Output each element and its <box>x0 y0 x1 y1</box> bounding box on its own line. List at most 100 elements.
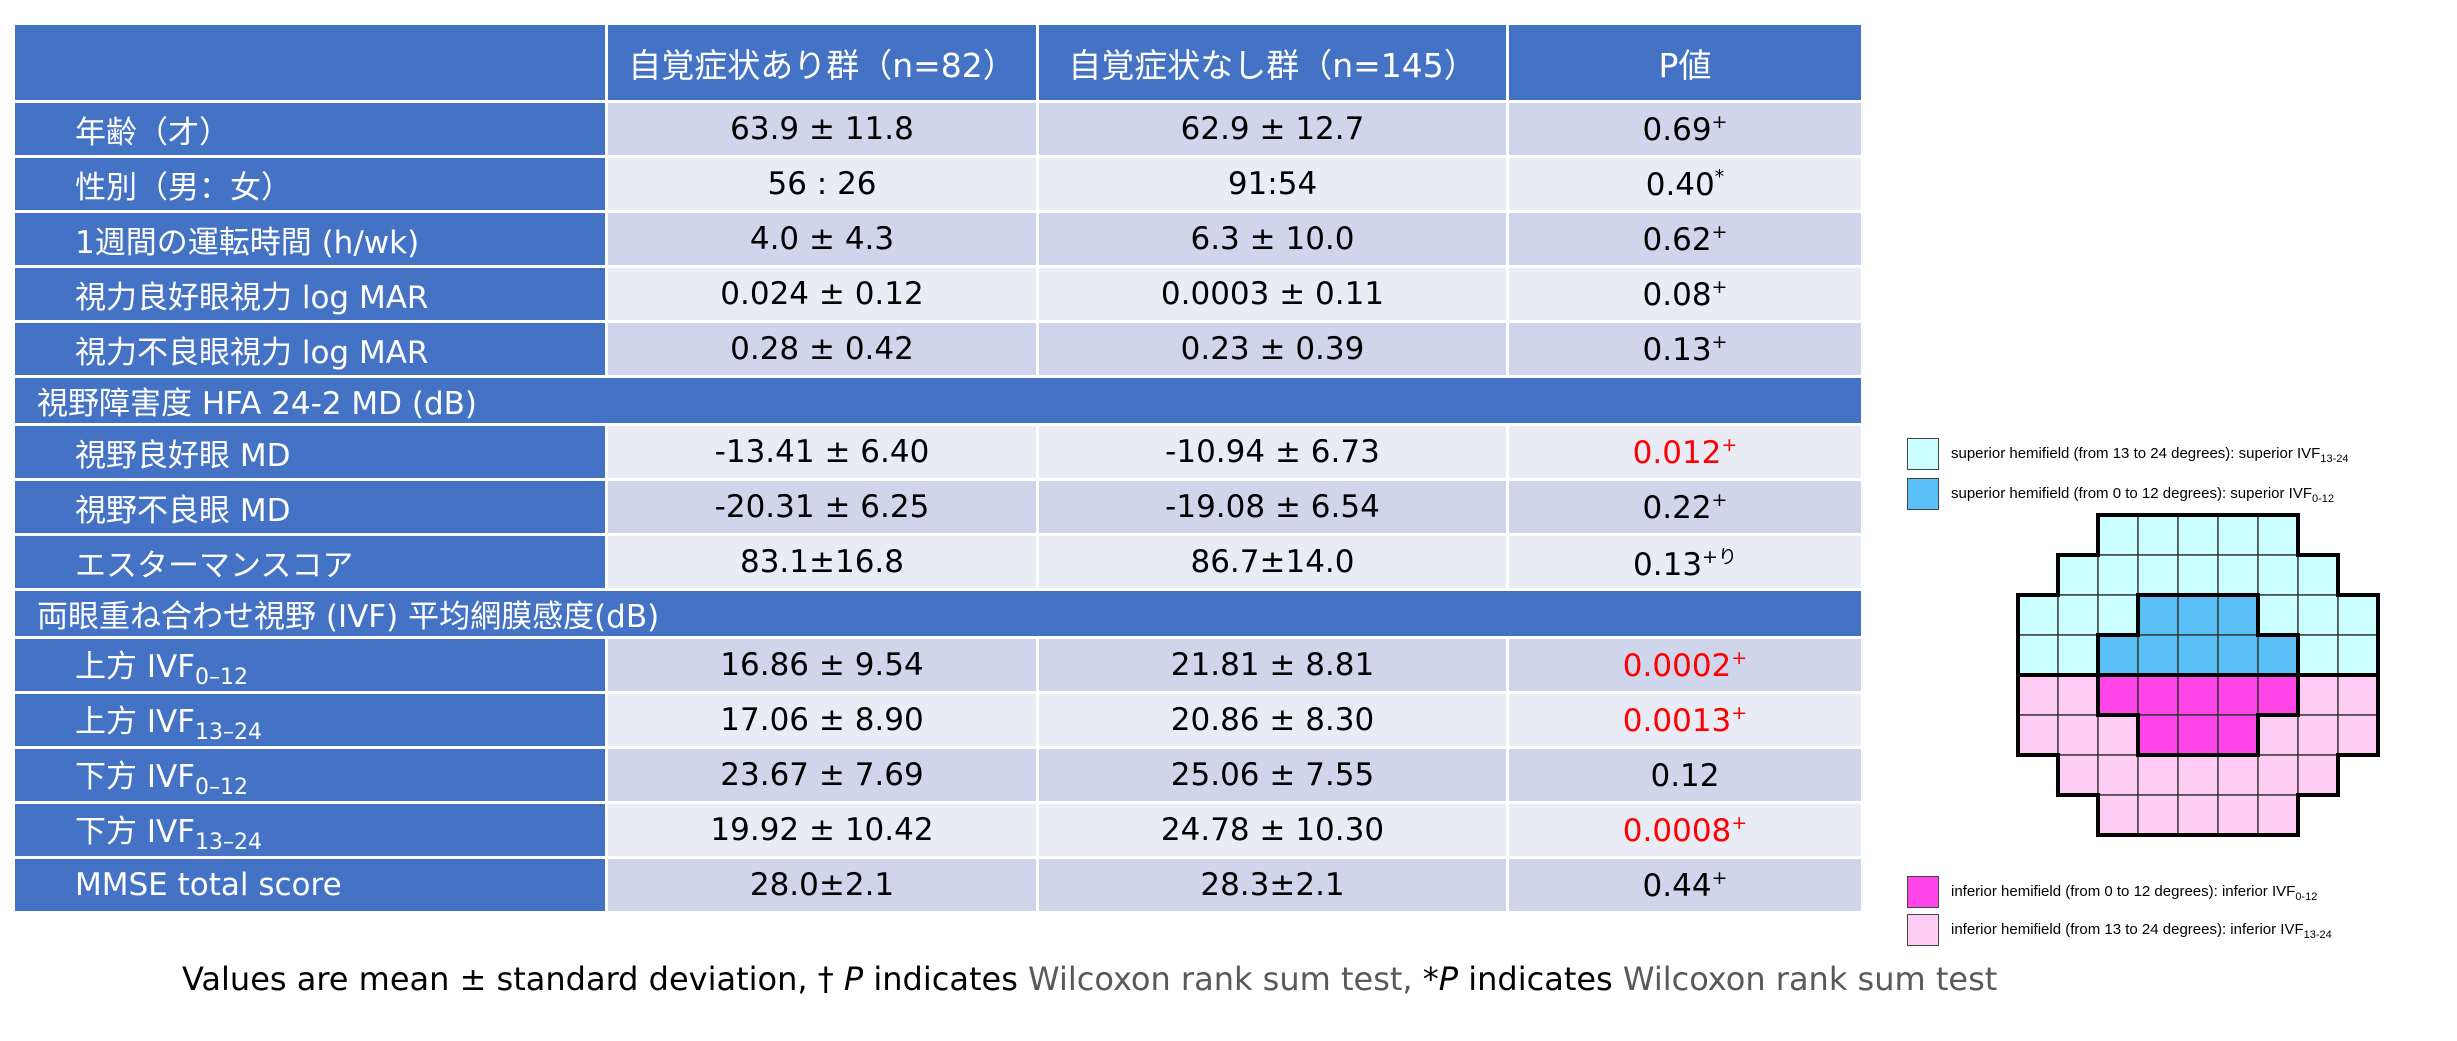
row-label: MMSE total score <box>12 856 608 914</box>
visual-field-cell <box>2137 674 2179 716</box>
cell-asymptomatic: -10.94 ± 6.73 <box>1036 423 1509 481</box>
visual-field-cell <box>2137 514 2179 556</box>
footnote-indicates: indicates <box>863 960 1029 998</box>
visual-field-cell <box>2217 794 2259 836</box>
visual-field-cell <box>2017 634 2059 676</box>
cell-symptomatic: -20.31 ± 6.25 <box>605 478 1039 536</box>
visual-field-cell <box>2097 674 2139 716</box>
visual-field-cell <box>2337 634 2379 676</box>
cell-symptomatic: 0.28 ± 0.42 <box>605 320 1039 378</box>
row-label: 視野良好眼 MD <box>12 423 608 481</box>
visual-field-cell <box>2217 594 2259 636</box>
visual-field-cell <box>2137 754 2179 796</box>
visual-field-cell <box>2057 554 2099 596</box>
cell-p-value: 0.13+り <box>1506 533 1864 591</box>
visual-field-cell <box>2097 634 2139 676</box>
visual-field-cell <box>2217 714 2259 756</box>
cell-p-value: 0.012+ <box>1506 423 1864 481</box>
footnote-values-text: Values are mean ± standard deviation, <box>182 960 818 998</box>
table-footnote: Values are mean ± standard deviation, † … <box>182 960 1997 998</box>
legend-swatch <box>1907 438 1939 470</box>
visual-field-cell <box>2177 794 2219 836</box>
cell-p-value: 0.13+ <box>1506 320 1864 378</box>
footnote-p-italic: P <box>843 960 864 998</box>
legend-label: inferior hemifield (from 13 to 24 degree… <box>1951 921 2332 941</box>
visual-field-cell <box>2057 754 2099 796</box>
visual-field-cell <box>2097 554 2139 596</box>
visual-field-cell <box>2217 514 2259 556</box>
visual-field-cell <box>2297 714 2339 756</box>
cell-asymptomatic: 6.3 ± 10.0 <box>1036 210 1509 268</box>
cell-asymptomatic: 62.9 ± 12.7 <box>1036 100 1509 158</box>
visual-field-cell <box>2337 714 2379 756</box>
legend-swatch <box>1907 478 1939 510</box>
cell-asymptomatic: 25.06 ± 7.55 <box>1036 746 1509 804</box>
table-row: 下方 IVF0–12 23.67 ± 7.69 25.06 ± 7.55 0.12 <box>12 746 1864 804</box>
visual-field-cell <box>2217 634 2259 676</box>
table-row: 年齢（才） 63.9 ± 11.8 62.9 ± 12.7 0.69+ <box>12 100 1864 158</box>
visual-field-cell <box>2257 554 2299 596</box>
cell-asymptomatic: 0.0003 ± 0.11 <box>1036 265 1509 323</box>
visual-field-cell <box>2217 754 2259 796</box>
table-row: MMSE total score 28.0±2.1 28.3±2.1 0.44+ <box>12 856 1864 914</box>
cell-p-value: 0.08+ <box>1506 265 1864 323</box>
legend-label: inferior hemifield (from 0 to 12 degrees… <box>1951 883 2318 903</box>
cell-asymptomatic: -19.08 ± 6.54 <box>1036 478 1509 536</box>
cell-p-value: 0.0002+ <box>1506 636 1864 694</box>
cell-asymptomatic: 28.3±2.1 <box>1036 856 1509 914</box>
visual-field-cell <box>2097 594 2139 636</box>
results-table: 自覚症状あり群（n=82） 自覚症状なし群（n=145） P値 年齢（才） 63.… <box>12 22 1864 914</box>
table-section-row: 視野障害度 HFA 24-2 MD (dB) <box>12 375 1864 426</box>
visual-field-cell <box>2297 634 2339 676</box>
cell-p-value: 0.22+ <box>1506 478 1864 536</box>
visual-field-cell <box>2097 754 2139 796</box>
table-row: エスターマンスコア 83.1±16.8 86.7±14.0 0.13+り <box>12 533 1864 591</box>
footnote-indicates-2: indicates <box>1458 960 1623 998</box>
row-label: 性別（男：女） <box>12 155 608 213</box>
section-label: 視野障害度 HFA 24-2 MD (dB) <box>12 375 1864 426</box>
legend-swatch <box>1907 876 1939 908</box>
row-label: 上方 IVF0–12 <box>12 636 608 694</box>
cell-asymptomatic: 21.81 ± 8.81 <box>1036 636 1509 694</box>
table-row: 性別（男：女） 56 : 26 91:54 0.40* <box>12 155 1864 213</box>
visual-field-cell <box>2097 794 2139 836</box>
visual-field-cell <box>2097 714 2139 756</box>
visual-field-cell <box>2257 674 2299 716</box>
cell-symptomatic: 83.1±16.8 <box>605 533 1039 591</box>
visual-field-cell <box>2257 594 2299 636</box>
cell-asymptomatic: 91:54 <box>1036 155 1509 213</box>
visual-field-cell <box>2297 554 2339 596</box>
table-row: 視力良好眼視力 log MAR 0.024 ± 0.12 0.0003 ± 0.11… <box>12 265 1864 323</box>
cell-symptomatic: 4.0 ± 4.3 <box>605 210 1039 268</box>
cell-symptomatic: 63.9 ± 11.8 <box>605 100 1039 158</box>
cell-symptomatic: 28.0±2.1 <box>605 856 1039 914</box>
table-row: 上方 IVF13–24 17.06 ± 8.90 20.86 ± 8.30 0.001… <box>12 691 1864 749</box>
header-asymptomatic-group: 自覚症状なし群（n=145） <box>1036 22 1509 103</box>
cell-asymptomatic: 20.86 ± 8.30 <box>1036 691 1509 749</box>
visual-field-cell <box>2177 634 2219 676</box>
cell-p-value: 0.40* <box>1506 155 1864 213</box>
visual-field-cell <box>2137 554 2179 596</box>
visual-field-cell <box>2177 754 2219 796</box>
visual-field-cell <box>2297 754 2339 796</box>
inferior-hemifield-outline <box>2016 673 2380 837</box>
row-label: 視野不良眼 MD <box>12 478 608 536</box>
cell-symptomatic: 0.024 ± 0.12 <box>605 265 1039 323</box>
legend-swatch <box>1907 914 1939 946</box>
cell-asymptomatic: 86.7±14.0 <box>1036 533 1509 591</box>
visual-field-cell <box>2257 754 2299 796</box>
row-label: 上方 IVF13–24 <box>12 691 608 749</box>
cell-asymptomatic: 0.23 ± 0.39 <box>1036 320 1509 378</box>
row-label: 下方 IVF13–24 <box>12 801 608 859</box>
visual-field-cell <box>2057 714 2099 756</box>
table-row: 下方 IVF13–24 19.92 ± 10.42 24.78 ± 10.30 0.0… <box>12 801 1864 859</box>
visual-field-cell <box>2097 514 2139 556</box>
footnote-test-2: Wilcoxon rank sum test <box>1622 960 1998 998</box>
cell-symptomatic: 16.86 ± 9.54 <box>605 636 1039 694</box>
visual-field-cell <box>2017 714 2059 756</box>
visual-field-cell <box>2057 634 2099 676</box>
row-label: 視力良好眼視力 log MAR <box>12 265 608 323</box>
table-row: 視力不良眼視力 log MAR 0.28 ± 0.42 0.23 ± 0.39 0.1… <box>12 320 1864 378</box>
visual-field-cell <box>2337 594 2379 636</box>
